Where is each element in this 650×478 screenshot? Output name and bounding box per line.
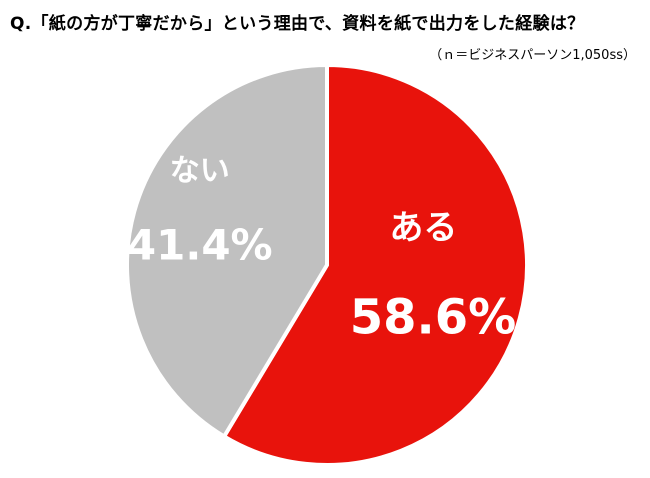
pie-slice-no — [125, 63, 329, 439]
pie-slices — [125, 63, 529, 467]
pie-labels: ある 58.6% ない 41.4% — [127, 153, 516, 345]
slice-value-no: 41.4% — [127, 220, 273, 269]
slice-label-yes: ある — [389, 208, 457, 248]
pie-slice-yes — [222, 63, 529, 467]
sample-note: （ｎ＝ビジネスパーソン1,050ss） — [429, 48, 636, 63]
slice-label-no: ない — [170, 153, 230, 188]
chart-title: Q.「紙の方が丁寧だから」という理由で、資料を紙で出力をした経験は？ — [10, 14, 585, 34]
slice-value-yes: 58.6% — [350, 289, 517, 345]
